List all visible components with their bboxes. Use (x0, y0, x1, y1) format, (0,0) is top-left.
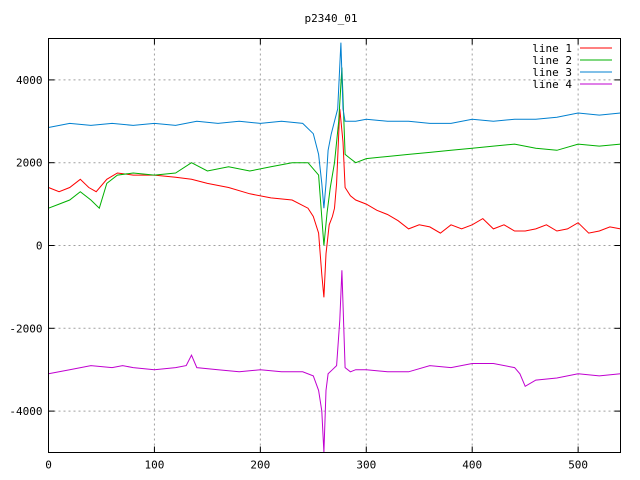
legend-label-1: line 1 (532, 42, 572, 55)
series-line-3 (48, 42, 621, 209)
x-tick-label: 0 (45, 459, 52, 472)
y-tick-label: -4000 (9, 405, 42, 418)
y-tick-label: 2000 (16, 157, 43, 170)
legend-label-4: line 4 (532, 78, 572, 91)
x-tick-label: 200 (250, 459, 270, 472)
x-tick-label: 300 (356, 459, 376, 472)
y-tick-label: 4000 (16, 74, 43, 87)
legend-label-3: line 3 (532, 66, 572, 79)
axis-ticks: 0 100 200 300 400 500 -4000 -2000 0 2000 4000 (9, 38, 621, 472)
y-tick-label: 0 (36, 240, 43, 253)
series-line-1 (48, 108, 621, 298)
x-tick-label: 100 (144, 459, 164, 472)
x-tick-label: 400 (462, 459, 482, 472)
series-line-2 (48, 67, 621, 246)
series-group (48, 42, 621, 453)
y-tick-label: -2000 (9, 322, 42, 335)
legend-label-2: line 2 (532, 54, 572, 67)
series-line-4 (48, 270, 621, 453)
x-tick-label: 500 (568, 459, 588, 472)
chart-title: p2340_01 (305, 12, 358, 25)
